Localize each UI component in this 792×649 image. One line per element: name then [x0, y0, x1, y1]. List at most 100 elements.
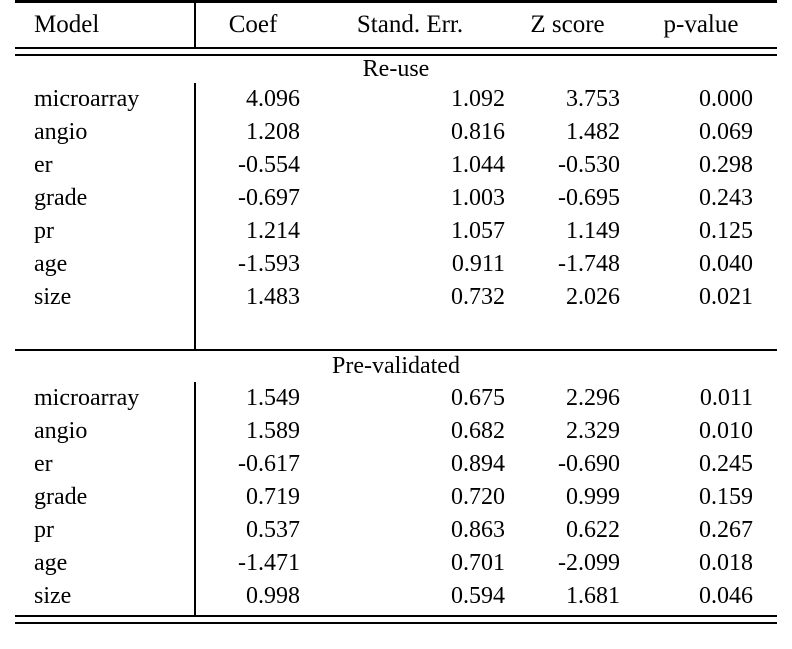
cell-stderr: 1.092 — [451, 85, 505, 112]
table-row: grade -0.697 1.003 -0.695 0.243 — [15, 181, 777, 215]
row-label: age — [15, 247, 196, 281]
table-row: grade 0.719 0.720 0.999 0.159 — [15, 480, 777, 514]
cell-pvalue: 0.021 — [699, 283, 753, 310]
row-label: er — [15, 447, 196, 481]
row-label: microarray — [15, 381, 196, 415]
cell-zscore: 2.329 — [566, 417, 620, 444]
table-row: angio 1.208 0.816 1.482 0.069 — [15, 115, 777, 149]
table-row: size 1.483 0.732 2.026 0.021 — [15, 280, 777, 314]
row-label: er — [15, 148, 196, 182]
cell-stderr: 1.057 — [451, 217, 505, 244]
cell-pvalue: 0.010 — [699, 417, 753, 444]
cell-coef: 1.214 — [246, 217, 300, 244]
cell-coef: 4.096 — [246, 85, 300, 112]
cell-stderr: 0.675 — [451, 384, 505, 411]
cell-pvalue: 0.046 — [699, 582, 753, 609]
cell-coef: -0.697 — [238, 184, 300, 211]
cell-pvalue: 0.267 — [699, 516, 753, 543]
table-row: pr 0.537 0.863 0.622 0.267 — [15, 513, 777, 547]
cell-stderr: 0.816 — [451, 118, 505, 145]
table-row: er -0.554 1.044 -0.530 0.298 — [15, 148, 777, 182]
cell-pvalue: 0.018 — [699, 549, 753, 576]
cell-stderr: 0.894 — [451, 450, 505, 477]
row-label: grade — [15, 181, 196, 215]
cell-zscore: 2.296 — [566, 384, 620, 411]
table-header-row: Model Coef Stand. Err. Z score p-value — [15, 1, 777, 48]
cell-pvalue: 0.125 — [699, 217, 753, 244]
table-row: er -0.617 0.894 -0.690 0.245 — [15, 447, 777, 481]
cell-coef: 1.208 — [246, 118, 300, 145]
table-row: microarray 4.096 1.092 3.753 0.000 — [15, 82, 777, 116]
bottom-spacer — [15, 612, 777, 616]
table-row: age -1.471 0.701 -2.099 0.018 — [15, 546, 777, 580]
cell-coef: 0.998 — [246, 582, 300, 609]
cell-coef: -0.554 — [238, 151, 300, 178]
row-label: grade — [15, 480, 196, 514]
cell-stderr: 0.701 — [451, 549, 505, 576]
cell-zscore: 0.999 — [566, 483, 620, 510]
cell-zscore: 1.681 — [566, 582, 620, 609]
cell-zscore: -0.530 — [558, 151, 620, 178]
column-header-stderr: Stand. Err. — [356, 10, 464, 38]
row-label: pr — [15, 513, 196, 547]
row-label: pr — [15, 214, 196, 248]
column-header-model: Model — [15, 1, 196, 48]
section-title-row: Re-use — [15, 55, 777, 83]
cell-zscore: 1.482 — [566, 118, 620, 145]
cell-pvalue: 0.159 — [699, 483, 753, 510]
cell-stderr: 1.044 — [451, 151, 505, 178]
row-label: size — [15, 579, 196, 613]
row-label: microarray — [15, 82, 196, 116]
cell-pvalue: 0.069 — [699, 118, 753, 145]
cell-coef: -1.471 — [238, 549, 300, 576]
row-label: age — [15, 546, 196, 580]
cell-zscore: -2.099 — [558, 549, 620, 576]
regression-results-table: Model Coef Stand. Err. Z score p-value R… — [15, 0, 777, 624]
section-gap-rule — [15, 313, 777, 351]
table-row: angio 1.589 0.682 2.329 0.010 — [15, 414, 777, 448]
table-row: age -1.593 0.911 -1.748 0.040 — [15, 247, 777, 281]
cell-zscore: 1.149 — [566, 217, 620, 244]
header-double-rule — [15, 46, 777, 56]
cell-stderr: 0.732 — [451, 283, 505, 310]
cell-pvalue: 0.298 — [699, 151, 753, 178]
table-row: microarray 1.549 0.675 2.296 0.011 — [15, 381, 777, 415]
row-label: angio — [15, 414, 196, 448]
cell-zscore: -0.695 — [558, 184, 620, 211]
cell-coef: 1.483 — [246, 283, 300, 310]
cell-pvalue: 0.000 — [699, 85, 753, 112]
cell-stderr: 0.682 — [451, 417, 505, 444]
cell-coef: 0.537 — [246, 516, 300, 543]
table-row: size 0.998 0.594 1.681 0.046 — [15, 579, 777, 613]
cell-coef: 1.549 — [246, 384, 300, 411]
cell-stderr: 1.003 — [451, 184, 505, 211]
cell-coef: 0.719 — [246, 483, 300, 510]
cell-coef: -0.617 — [238, 450, 300, 477]
cell-zscore: 3.753 — [566, 85, 620, 112]
section-title-prevalidated: Pre-validated — [332, 352, 460, 379]
cell-stderr: 0.720 — [451, 483, 505, 510]
cell-zscore: 0.622 — [566, 516, 620, 543]
column-header-pvalue: p-value — [663, 10, 739, 38]
cell-stderr: 0.911 — [451, 250, 505, 277]
column-header-zscore: Z score — [530, 10, 605, 38]
cell-stderr: 0.594 — [451, 582, 505, 609]
column-header-coef: Coef — [228, 10, 278, 38]
section-title-row: Pre-validated — [15, 350, 777, 382]
cell-pvalue: 0.243 — [699, 184, 753, 211]
cell-pvalue: 0.011 — [699, 384, 753, 411]
row-label: size — [15, 280, 196, 314]
cell-coef: 1.589 — [246, 417, 300, 444]
cell-pvalue: 0.040 — [699, 250, 753, 277]
section-title-reuse: Re-use — [362, 55, 430, 82]
cell-stderr: 0.863 — [451, 516, 505, 543]
table-row: pr 1.214 1.057 1.149 0.125 — [15, 214, 777, 248]
cell-zscore: -0.690 — [558, 450, 620, 477]
cell-zscore: 2.026 — [566, 283, 620, 310]
cell-coef: -1.593 — [238, 250, 300, 277]
cell-pvalue: 0.245 — [699, 450, 753, 477]
cell-zscore: -1.748 — [558, 250, 620, 277]
row-label: angio — [15, 115, 196, 149]
bottom-double-rule — [15, 614, 777, 624]
